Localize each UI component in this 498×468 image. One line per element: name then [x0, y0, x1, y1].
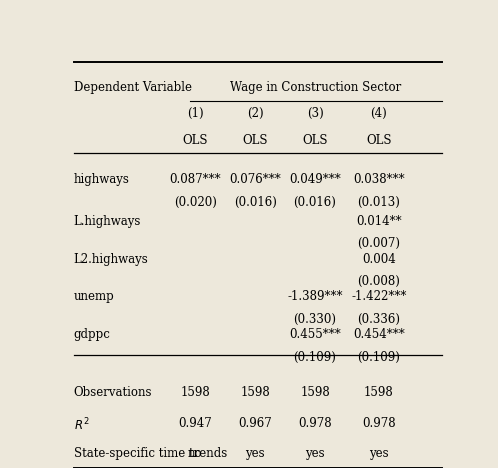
Text: 0.978: 0.978 — [298, 417, 332, 430]
Text: 1598: 1598 — [241, 386, 270, 399]
Text: Observations: Observations — [74, 386, 152, 399]
Text: yes: yes — [246, 447, 265, 460]
Text: OLS: OLS — [183, 134, 208, 146]
Text: Dependent Variable: Dependent Variable — [74, 81, 192, 95]
Text: highways: highways — [74, 173, 129, 186]
Text: (0.109): (0.109) — [357, 351, 400, 364]
Text: Wage in Construction Sector: Wage in Construction Sector — [231, 81, 402, 95]
Text: (0.109): (0.109) — [294, 351, 337, 364]
Text: -1.389***: -1.389*** — [287, 290, 343, 303]
Text: (3): (3) — [307, 107, 323, 120]
Text: (0.013): (0.013) — [357, 196, 400, 209]
Text: 0.454***: 0.454*** — [353, 328, 404, 341]
Text: State-specific time trends: State-specific time trends — [74, 447, 227, 460]
Text: 1598: 1598 — [364, 386, 393, 399]
Text: (0.020): (0.020) — [174, 196, 217, 209]
Text: 0.014**: 0.014** — [356, 215, 401, 228]
Text: 0.947: 0.947 — [178, 417, 212, 430]
Text: 0.038***: 0.038*** — [353, 173, 404, 186]
Text: (4): (4) — [371, 107, 387, 120]
Text: (1): (1) — [187, 107, 204, 120]
Text: -1.422***: -1.422*** — [351, 290, 406, 303]
Text: (2): (2) — [247, 107, 263, 120]
Text: (0.330): (0.330) — [293, 313, 337, 326]
Text: 0.076***: 0.076*** — [230, 173, 281, 186]
Text: $R^2$: $R^2$ — [74, 417, 89, 433]
Text: 0.455***: 0.455*** — [289, 328, 341, 341]
Text: (0.008): (0.008) — [357, 275, 400, 288]
Text: 1598: 1598 — [181, 386, 210, 399]
Text: yes: yes — [369, 447, 388, 460]
Text: 0.978: 0.978 — [362, 417, 395, 430]
Text: OLS: OLS — [366, 134, 391, 146]
Text: OLS: OLS — [243, 134, 268, 146]
Text: gdppc: gdppc — [74, 328, 111, 341]
Text: 0.049***: 0.049*** — [289, 173, 341, 186]
Text: 0.004: 0.004 — [362, 253, 395, 265]
Text: yes: yes — [305, 447, 325, 460]
Text: L.highways: L.highways — [74, 215, 141, 228]
Text: (0.016): (0.016) — [234, 196, 277, 209]
Text: (0.016): (0.016) — [294, 196, 337, 209]
Text: (0.336): (0.336) — [357, 313, 400, 326]
Text: OLS: OLS — [302, 134, 328, 146]
Text: 0.087***: 0.087*** — [170, 173, 221, 186]
Text: 1598: 1598 — [300, 386, 330, 399]
Text: unemp: unemp — [74, 290, 115, 303]
Text: no: no — [188, 447, 203, 460]
Text: (0.007): (0.007) — [357, 237, 400, 250]
Text: L2.highways: L2.highways — [74, 253, 148, 265]
Text: 0.967: 0.967 — [239, 417, 272, 430]
